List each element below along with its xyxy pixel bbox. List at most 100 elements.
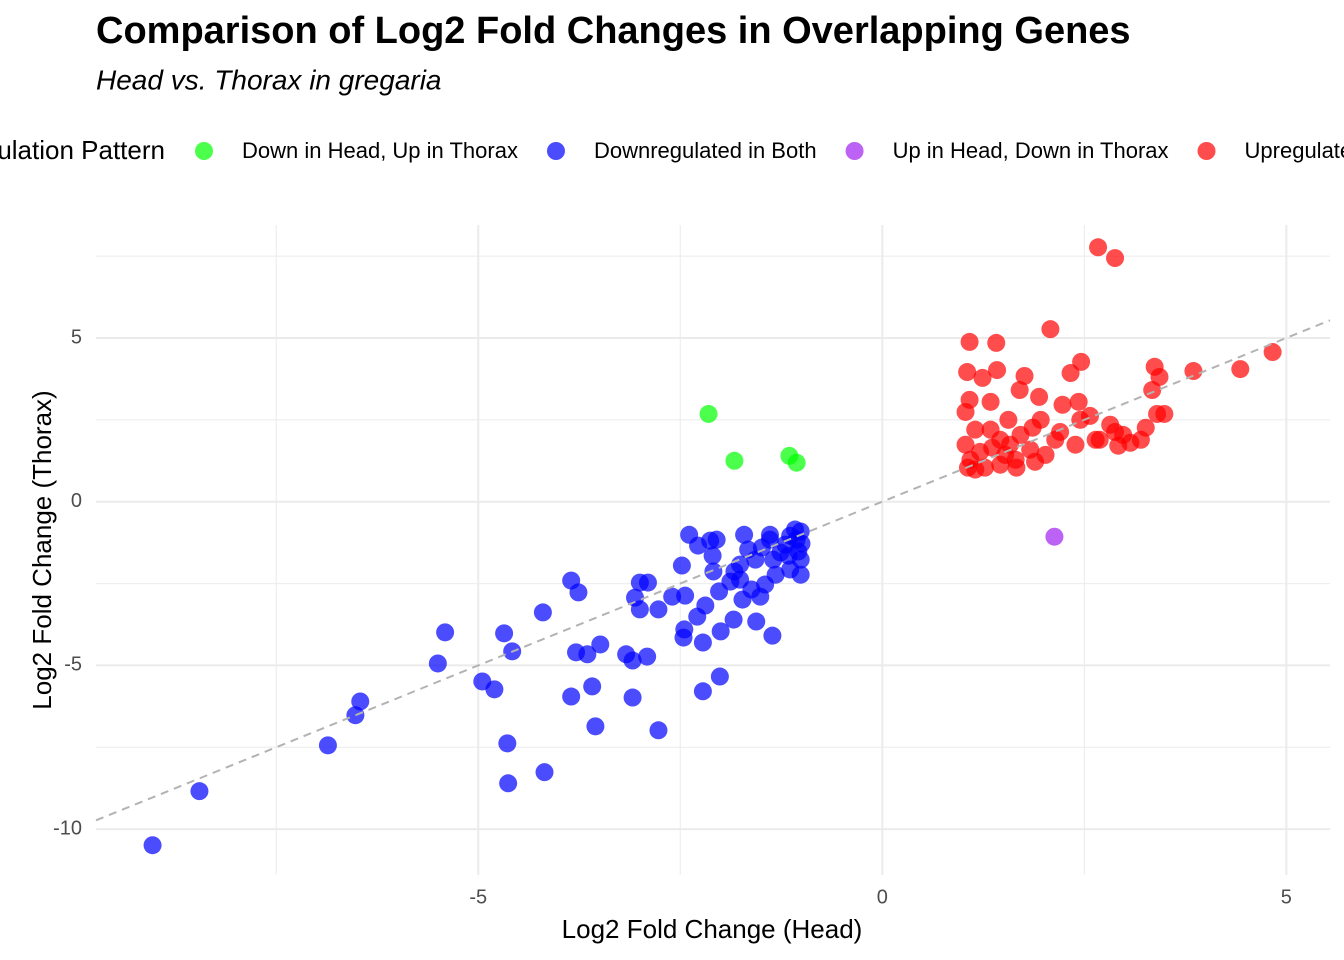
point: [760, 525, 779, 544]
series: [956, 238, 1282, 479]
point: [958, 363, 977, 382]
point: [638, 573, 657, 592]
point: [707, 530, 726, 549]
point: [711, 622, 730, 641]
point: [623, 688, 642, 707]
point: [1086, 430, 1105, 449]
y-axis-title: Log2 Fold Change (Thorax): [27, 390, 57, 709]
legend-label: Downregulated in Both: [594, 138, 817, 163]
point: [1231, 360, 1250, 379]
point: [710, 667, 729, 686]
point: [535, 763, 554, 782]
point: [696, 596, 715, 615]
point: [1053, 395, 1072, 414]
point: [1023, 418, 1042, 437]
point: [693, 682, 712, 701]
point: [960, 332, 979, 351]
reference-line: [95, 319, 1331, 822]
point: [725, 562, 744, 581]
x-tick-label: 5: [1281, 886, 1292, 908]
chart-title: Comparison of Log2 Fold Changes in Overl…: [96, 10, 1131, 52]
point: [789, 542, 808, 561]
x-axis-title: Log2 Fold Change (Head): [562, 914, 863, 944]
point: [966, 460, 985, 479]
point: [346, 706, 365, 725]
point: [638, 647, 657, 666]
point: [1069, 392, 1088, 411]
point: [1114, 425, 1133, 444]
point: [999, 410, 1018, 429]
point: [1106, 249, 1125, 268]
point: [981, 392, 1000, 411]
point: [956, 402, 975, 421]
series: [699, 404, 806, 472]
point: [703, 546, 722, 565]
y-tick-label: -10: [53, 817, 82, 839]
series: [143, 520, 811, 855]
point: [485, 680, 504, 699]
point: [747, 612, 766, 631]
legend-marker: [546, 142, 565, 160]
point: [787, 453, 806, 472]
point: [966, 420, 985, 439]
legend-title: Regulation Pattern: [0, 135, 165, 165]
point: [1010, 381, 1029, 400]
point: [674, 628, 693, 647]
point: [623, 651, 642, 670]
point: [562, 687, 581, 706]
point: [578, 645, 597, 664]
point: [672, 556, 691, 575]
point: [1066, 435, 1085, 454]
point: [190, 782, 209, 801]
legend-marker: [845, 142, 864, 160]
point: [318, 736, 337, 755]
point: [1263, 343, 1282, 362]
chart-subtitle: Head vs. Thorax in gregaria: [96, 64, 442, 95]
point: [498, 734, 517, 753]
point: [1155, 404, 1174, 423]
legend-label: Upregulated in Both: [1245, 138, 1344, 163]
x-tick-label: -5: [469, 886, 487, 908]
legend-marker: [195, 142, 213, 160]
point: [495, 624, 514, 643]
point: [1041, 320, 1060, 339]
point: [630, 600, 649, 619]
point: [583, 677, 602, 696]
point: [1000, 435, 1019, 454]
point: [987, 333, 1006, 352]
y-tick-label: 5: [71, 326, 82, 348]
point: [1015, 366, 1034, 385]
series: [1045, 527, 1064, 546]
point: [756, 575, 775, 594]
point: [428, 654, 447, 673]
point: [981, 420, 1000, 439]
point: [988, 361, 1007, 380]
point: [1131, 430, 1150, 449]
point: [591, 635, 610, 654]
y-tick-label: 0: [71, 490, 82, 512]
point: [676, 586, 695, 605]
point: [1150, 367, 1169, 386]
point: [1045, 527, 1064, 546]
point: [991, 455, 1010, 474]
point: [1061, 364, 1080, 383]
point: [351, 692, 370, 711]
point: [699, 404, 718, 423]
point: [1030, 387, 1049, 406]
point: [143, 836, 162, 855]
point: [663, 587, 682, 606]
point: [1184, 362, 1203, 381]
point: [763, 626, 782, 645]
y-tick-label: -5: [64, 654, 82, 676]
legend-label: Down in Head, Up in Thorax: [242, 138, 518, 163]
point: [724, 610, 743, 629]
point: [569, 583, 588, 602]
x-tick-label: 0: [877, 886, 888, 908]
legend-label: Up in Head, Down in Thorax: [893, 138, 1169, 163]
point: [791, 522, 810, 541]
point: [956, 435, 975, 454]
point: [1007, 458, 1026, 477]
point: [1026, 452, 1045, 471]
point: [499, 774, 518, 793]
